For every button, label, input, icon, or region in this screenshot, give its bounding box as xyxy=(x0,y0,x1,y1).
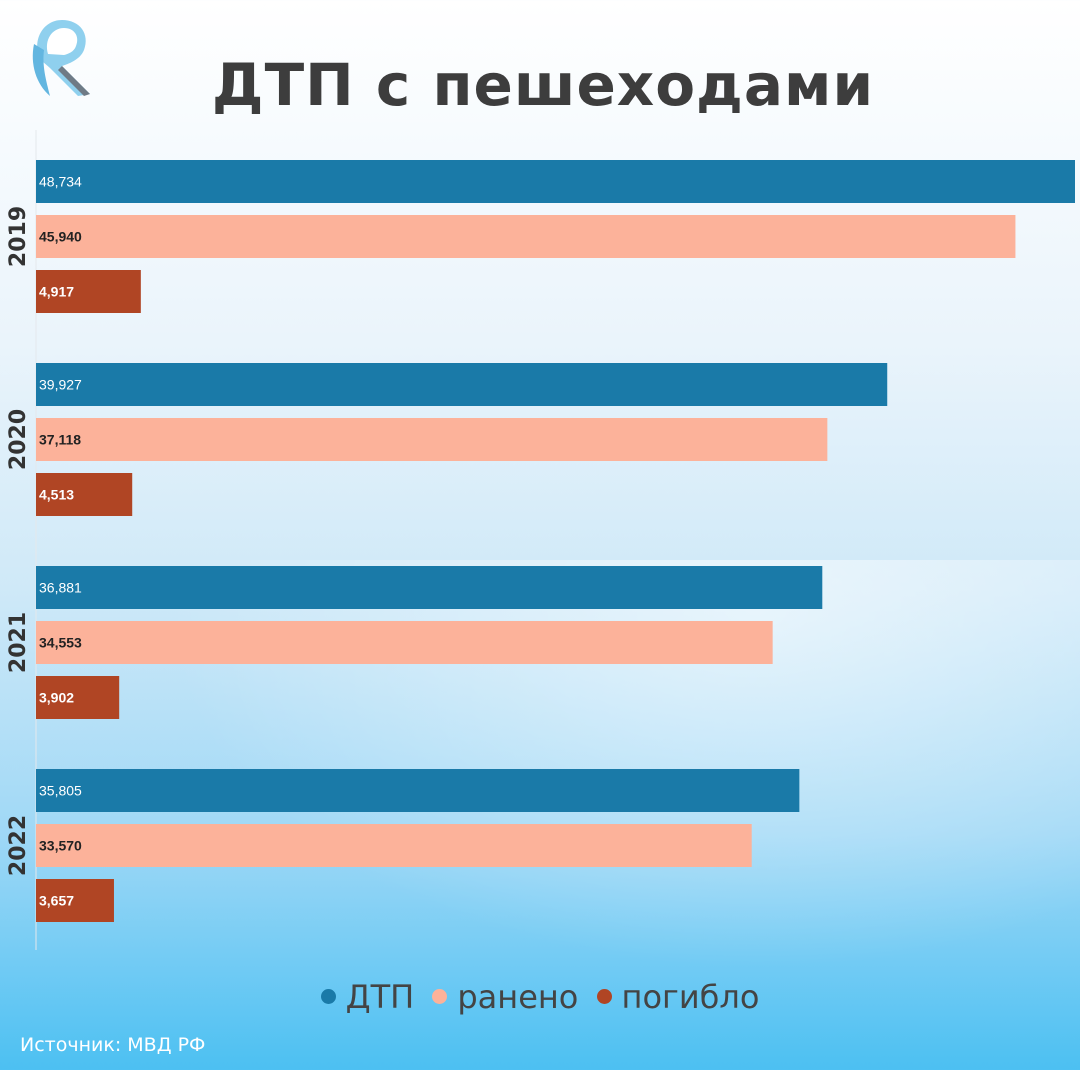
data-label: 33,570 xyxy=(39,838,82,854)
legend-marker-dtp xyxy=(320,989,336,1004)
legend-label-dtp: ДТП xyxy=(345,978,415,1016)
chart-title: ДТП с пешеходами xyxy=(211,51,875,119)
bar-2020-dtp xyxy=(36,363,888,406)
bar-2022-killed xyxy=(36,879,114,922)
category-label-2021: 2021 xyxy=(6,612,31,673)
bar-chart: 48,734 45,940 4,917 2019 39,927 37,118 4,513 20… xyxy=(6,130,1075,950)
legend-item-killed: погибло xyxy=(596,978,760,1016)
data-label: 34,553 xyxy=(39,635,82,651)
legend-label-injured: ранено xyxy=(457,978,579,1016)
bar-2021-injured xyxy=(36,621,773,664)
category-label-2019: 2019 xyxy=(6,206,31,267)
bar-2021-dtp xyxy=(36,566,823,609)
bar-2019-injured xyxy=(36,215,1016,258)
ribbon-logo-icon xyxy=(32,20,90,96)
legend-item-dtp: ДТП xyxy=(320,978,415,1016)
bar-2019-dtp xyxy=(36,160,1075,203)
data-label: 36,881 xyxy=(39,580,82,596)
bar-2020-injured xyxy=(36,418,828,461)
data-label: 48,734 xyxy=(39,174,82,190)
data-label: 4,917 xyxy=(39,284,74,300)
category-label-2022: 2022 xyxy=(6,815,31,876)
bar-2020-killed xyxy=(36,473,133,516)
chart-legend: ДТП ранено погибло xyxy=(0,978,1080,1016)
bar-2021-killed xyxy=(36,676,120,719)
legend-item-injured: ранено xyxy=(432,978,578,1016)
source-note: Источник: МВД РФ xyxy=(20,1034,206,1056)
data-label: 39,927 xyxy=(39,377,82,393)
data-label: 3,902 xyxy=(39,690,74,706)
data-label: 3,657 xyxy=(39,893,74,909)
bar-2022-dtp xyxy=(36,769,800,812)
legend-marker-killed xyxy=(596,989,612,1004)
data-label: 4,513 xyxy=(39,487,74,503)
bar-2022-injured xyxy=(36,824,752,867)
legend-marker-injured xyxy=(432,989,448,1004)
category-label-2020: 2020 xyxy=(6,409,31,470)
data-label: 37,118 xyxy=(39,432,81,448)
data-label: 45,940 xyxy=(39,229,82,245)
bar-2019-killed xyxy=(36,270,141,313)
legend-label-killed: погибло xyxy=(621,978,760,1016)
data-label: 35,805 xyxy=(39,783,82,799)
